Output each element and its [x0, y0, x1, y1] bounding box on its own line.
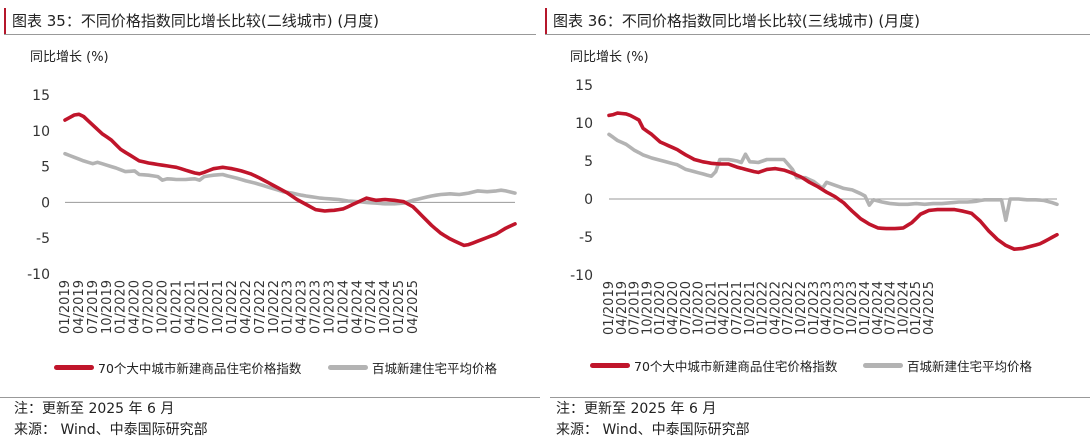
x-tick-label: 01/2023	[807, 281, 822, 335]
x-tick-label: 01/2022	[225, 280, 240, 334]
x-tick-label: 04/2024	[350, 280, 365, 334]
x-tick-label: 10/2024	[896, 281, 911, 335]
x-tick-label: 10/2020	[692, 281, 707, 335]
x-tick-label: 01/2022	[756, 281, 771, 335]
title-divider	[545, 34, 1090, 35]
y-tick-label: -5	[36, 231, 50, 247]
x-tick-label: 01/2019	[602, 281, 617, 335]
legend-label: 70个大中城市新建商品住宅价格指数	[98, 361, 302, 376]
legend-swatch-grey	[328, 365, 368, 370]
x-tick-label: 07/2023	[309, 280, 324, 334]
x-tick-label: 04/2023	[820, 281, 835, 335]
x-tick-label: 01/2020	[114, 280, 129, 334]
source-note: 来源： Wind、中泰国际研究部	[14, 422, 208, 438]
footnote: 注：更新至 2025 年 6 月	[556, 401, 717, 417]
legend-item-grey: 百城新建住宅平均价格	[328, 358, 497, 377]
legend-label: 70个大中城市新建商品住宅价格指数	[634, 359, 838, 374]
x-tick-label: 07/2024	[364, 280, 379, 334]
x-tick-label: 10/2023	[322, 280, 337, 334]
x-tick-label: 04/2020	[666, 281, 681, 335]
x-tick-label: 10/2019	[100, 280, 115, 334]
footnote: 注：更新至 2025 年 6 月	[14, 401, 175, 417]
y-tick-label: 15	[32, 88, 50, 104]
series-line-100-city-price	[607, 132, 1059, 223]
legend-item-red: 70个大中城市新建商品住宅价格指数	[590, 356, 837, 375]
x-tick-label: 04/2025	[922, 281, 937, 335]
y-tick-label: 5	[41, 160, 50, 176]
x-tick-label: 10/2021	[211, 280, 226, 334]
x-tick-label: 04/2020	[128, 280, 143, 334]
y-tick-label: 15	[575, 78, 593, 94]
legend-item-grey: 百城新建住宅平均价格	[863, 356, 1032, 375]
x-tick-label: 10/2019	[640, 281, 655, 335]
x-tick-label: 10/2022	[267, 280, 282, 334]
y-tick-label: 10	[575, 116, 593, 132]
legend-label: 百城新建住宅平均价格	[372, 361, 498, 376]
x-tick-label: 04/2024	[871, 281, 886, 335]
y-tick-label: -5	[579, 230, 593, 246]
x-tick-label: 10/2022	[794, 281, 809, 335]
y-tick-label: 0	[584, 192, 593, 208]
series-line-70-city-index	[63, 112, 517, 248]
x-tick-label: 10/2020	[155, 280, 170, 334]
x-tick-label: 04/2021	[183, 280, 198, 334]
x-tick-label: 07/2024	[884, 281, 899, 335]
x-tick-label: 07/2019	[86, 280, 101, 334]
x-tick-label: 07/2021	[197, 280, 212, 334]
x-tick-label: 01/2024	[336, 280, 351, 334]
x-tick-label: 01/2021	[169, 280, 184, 334]
x-tick-label: 10/2021	[743, 281, 758, 335]
chart-panel-right: 图表 36：不同价格指数同比增长比较(三线城市) (月度) 同比增长 (%) -…	[545, 0, 1090, 440]
x-tick-label: 01/2024	[858, 281, 873, 335]
x-tick-label: 07/2020	[142, 280, 157, 334]
figure-title: 图表 35：不同价格指数同比增长比较(二线城市) (月度)	[4, 8, 379, 34]
source-note: 来源： Wind、中泰国际研究部	[556, 422, 750, 438]
x-tick-label: 04/2025	[406, 280, 421, 334]
line-chart-tier2: -10-505101501/201904/201907/201910/20190…	[27, 88, 517, 334]
x-tick-label: 10/2023	[845, 281, 860, 335]
y-tick-label: 5	[584, 154, 593, 170]
x-tick-label: 01/2021	[704, 281, 719, 335]
y-tick-label: -10	[27, 267, 50, 283]
x-tick-label: 01/2025	[392, 280, 407, 334]
x-tick-label: 07/2022	[253, 280, 268, 334]
x-tick-label: 07/2022	[781, 281, 796, 335]
legend-swatch-grey	[863, 363, 903, 368]
x-tick-label: 04/2019	[615, 281, 630, 335]
x-tick-label: 01/2023	[281, 280, 296, 334]
x-tick-label: 07/2020	[679, 281, 694, 335]
y-tick-label: 0	[41, 195, 50, 211]
x-tick-label: 04/2023	[295, 280, 310, 334]
legend-item-red: 70个大中城市新建商品住宅价格指数	[54, 358, 301, 377]
footer-divider	[550, 397, 1090, 398]
line-chart-tier3: -10-505101501/201904/201907/201910/20190…	[570, 78, 1059, 335]
x-tick-label: 07/2021	[730, 281, 745, 335]
x-tick-label: 01/2020	[653, 281, 668, 335]
x-tick-label: 04/2019	[72, 280, 87, 334]
x-tick-label: 07/2023	[832, 281, 847, 335]
x-tick-label: 01/2025	[909, 281, 924, 335]
y-tick-label: 10	[32, 124, 50, 140]
figure-title: 图表 36：不同价格指数同比增长比较(三线城市) (月度)	[545, 8, 920, 34]
x-tick-label: 10/2024	[378, 280, 393, 334]
y-tick-label: -10	[570, 268, 593, 284]
title-divider	[4, 34, 536, 35]
y-axis-label: 同比增长 (%)	[30, 50, 109, 65]
legend-swatch-red	[54, 365, 94, 370]
x-tick-label: 07/2019	[628, 281, 643, 335]
footer-divider	[0, 397, 540, 398]
y-axis-label: 同比增长 (%)	[570, 50, 649, 65]
x-tick-label: 04/2022	[239, 280, 254, 334]
x-tick-label: 04/2021	[717, 281, 732, 335]
x-tick-label: 04/2022	[768, 281, 783, 335]
chart-panel-left: 图表 35：不同价格指数同比增长比较(二线城市) (月度) 同比增长 (%) -…	[0, 8, 540, 438]
legend-swatch-red	[590, 363, 630, 368]
x-tick-label: 01/2019	[58, 280, 73, 334]
legend-label: 百城新建住宅平均价格	[907, 359, 1033, 374]
series-line-70-city-index	[607, 111, 1059, 251]
